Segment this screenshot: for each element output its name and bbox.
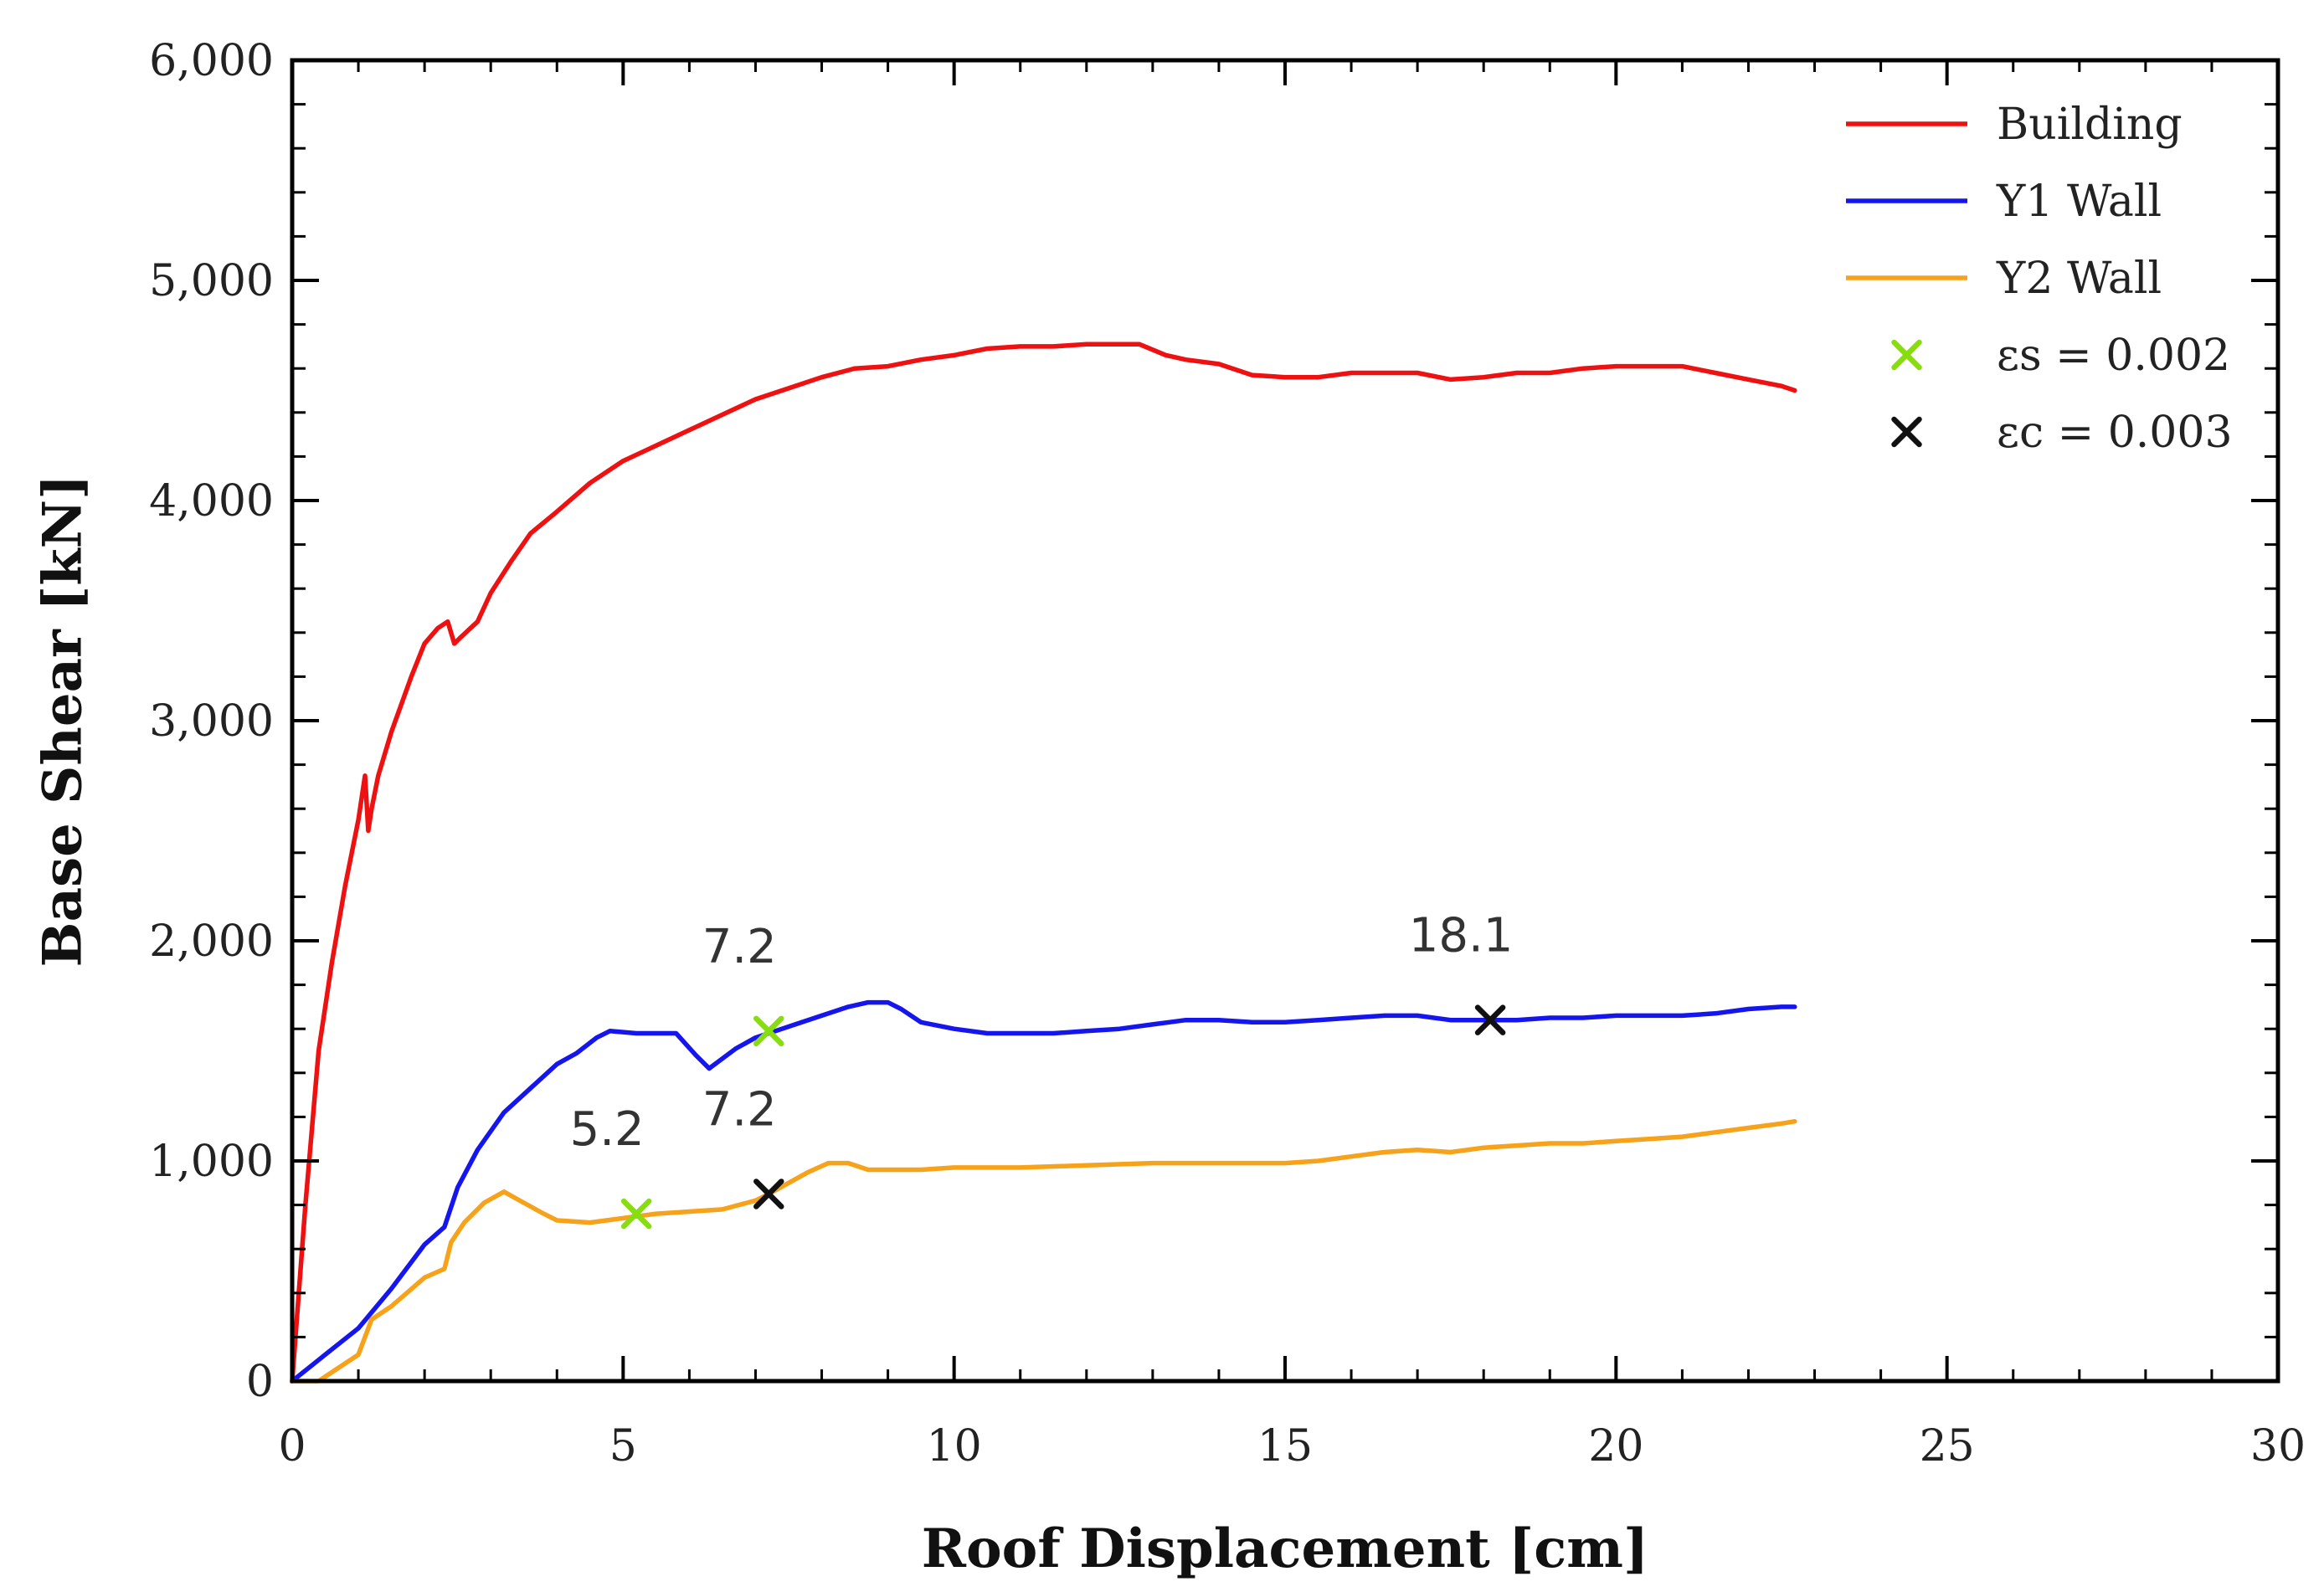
strain-markers: 5.2 7.2 7.2 18.1 [570,909,1514,1230]
strain-marker [620,1198,652,1230]
series-lines [290,342,1797,1384]
strain-marker [753,1179,784,1209]
y-tick-label: 6,000 [149,36,274,86]
x-tick-label: 5 [609,1421,637,1471]
x-tick-label: 10 [927,1421,982,1471]
series-line-building [290,342,1797,1384]
cross-stroke [620,1198,652,1230]
cross-stroke [753,1179,784,1209]
y-axis-title: Base Shear [kN] [32,475,95,968]
marker-value-label: 7.2 [702,920,777,974]
y-tick-label: 1,000 [149,1137,274,1187]
cross-stroke [1891,339,1922,371]
cross-stroke [753,1015,784,1047]
marker-value-label: 7.2 [702,1082,777,1137]
y-tick-label: 2,000 [149,917,274,967]
strain-marker [1474,1004,1506,1035]
x-tick-label: 0 [278,1421,306,1471]
x-tick-label: 20 [1588,1421,1643,1471]
plot-background [292,60,2278,1381]
series-line-y2-wall [290,1118,1797,1384]
legend-label: Y1 Wall [1996,177,2162,227]
marker-value-label: 5.2 [570,1102,645,1157]
x-tick-label: 30 [2250,1421,2306,1471]
y-tick-label: 3,000 [149,696,274,747]
legend-swatch-marker [1891,339,1922,371]
legend-swatch-marker [1891,416,1922,448]
x-axis-title: Roof Displacement [cm] [922,1518,1649,1580]
legend-label: εc = 0.003 [1997,408,2233,458]
strain-marker [753,1015,784,1047]
plot-frame [290,58,2280,1384]
cross-stroke [1891,416,1922,448]
axes: 0 5 10 15 20 25 30 0 1,000 2,000 3,000 4,000 5,000 6,… [149,36,2306,1471]
cross-stroke [1474,1004,1506,1035]
legend-label: εs = 0.002 [1997,331,2230,381]
legend-label: Building [1997,100,2183,150]
plot-area [292,60,2278,1381]
x-tick-label: 25 [1920,1421,1975,1471]
y-tick-label: 0 [246,1357,274,1407]
y-tick-label: 4,000 [149,476,274,526]
y-tick-label: 5,000 [149,256,274,306]
legend-label: Y2 Wall [1996,254,2162,304]
legend: Building Y1 Wall Y2 Wall εs = 0.002 εc = 0.0… [1846,100,2233,458]
x-tick-label: 15 [1257,1421,1313,1471]
marker-value-label: 18.1 [1409,909,1514,963]
series-line-y1-wall [290,999,1797,1384]
